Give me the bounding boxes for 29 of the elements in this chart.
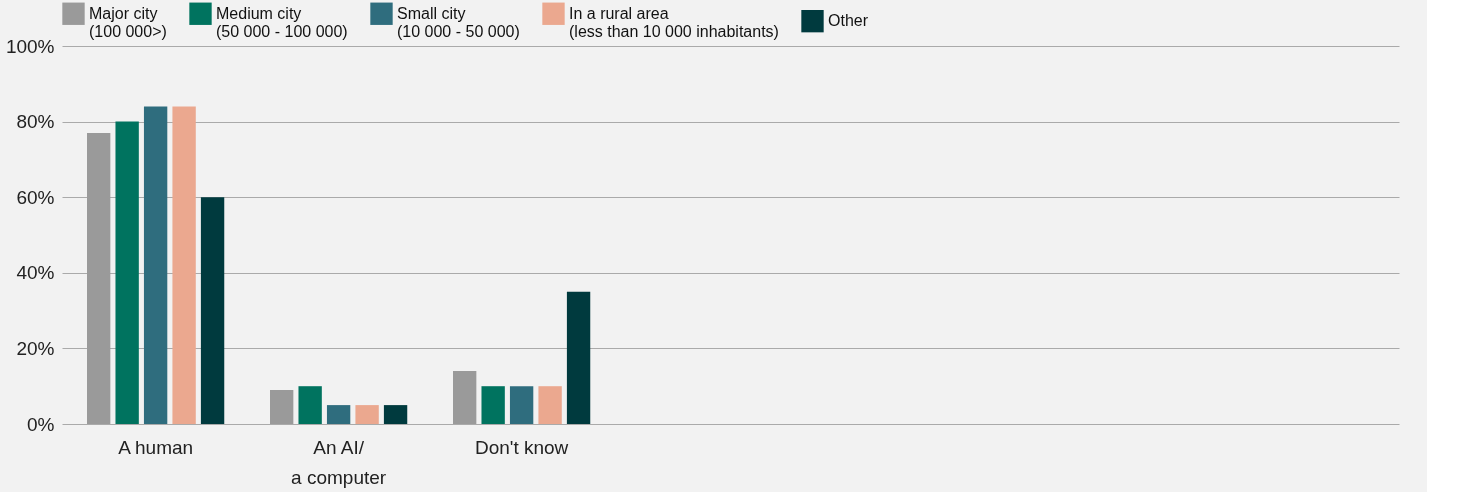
legend-label: Major city (100 000>)	[89, 4, 167, 40]
bar	[143, 106, 168, 424]
legend-label: Other	[828, 12, 869, 30]
x-tick-label: A human	[118, 436, 194, 458]
bar	[172, 106, 196, 424]
x-tick-label: Don't know	[474, 436, 569, 458]
legend-label: In a rural area (less than 10 000 inhabitants)	[569, 4, 779, 40]
bar	[87, 132, 111, 424]
bar	[509, 386, 534, 424]
bar	[200, 197, 225, 424]
y-tick-label: 80%	[16, 111, 55, 133]
bar	[326, 405, 351, 424]
y-tick-label: 0%	[27, 413, 55, 435]
bar	[383, 405, 408, 424]
y-tick-label: 20%	[16, 337, 55, 359]
bar	[481, 386, 505, 424]
bar	[538, 386, 562, 424]
x-tick-label: An AI/ a computer	[291, 436, 387, 488]
bar	[453, 371, 477, 424]
y-tick-label: 60%	[16, 186, 55, 208]
bar	[115, 121, 139, 424]
legend-label: Medium city (50 000 - 100 000)	[216, 4, 348, 40]
y-tick-label: 40%	[16, 262, 55, 284]
bar	[270, 389, 294, 424]
bar	[355, 405, 379, 424]
bar	[566, 291, 591, 424]
y-tick-label: 100%	[5, 35, 55, 57]
legend-label: Small city (10 000 - 50 000)	[397, 4, 520, 40]
bar	[298, 386, 322, 424]
